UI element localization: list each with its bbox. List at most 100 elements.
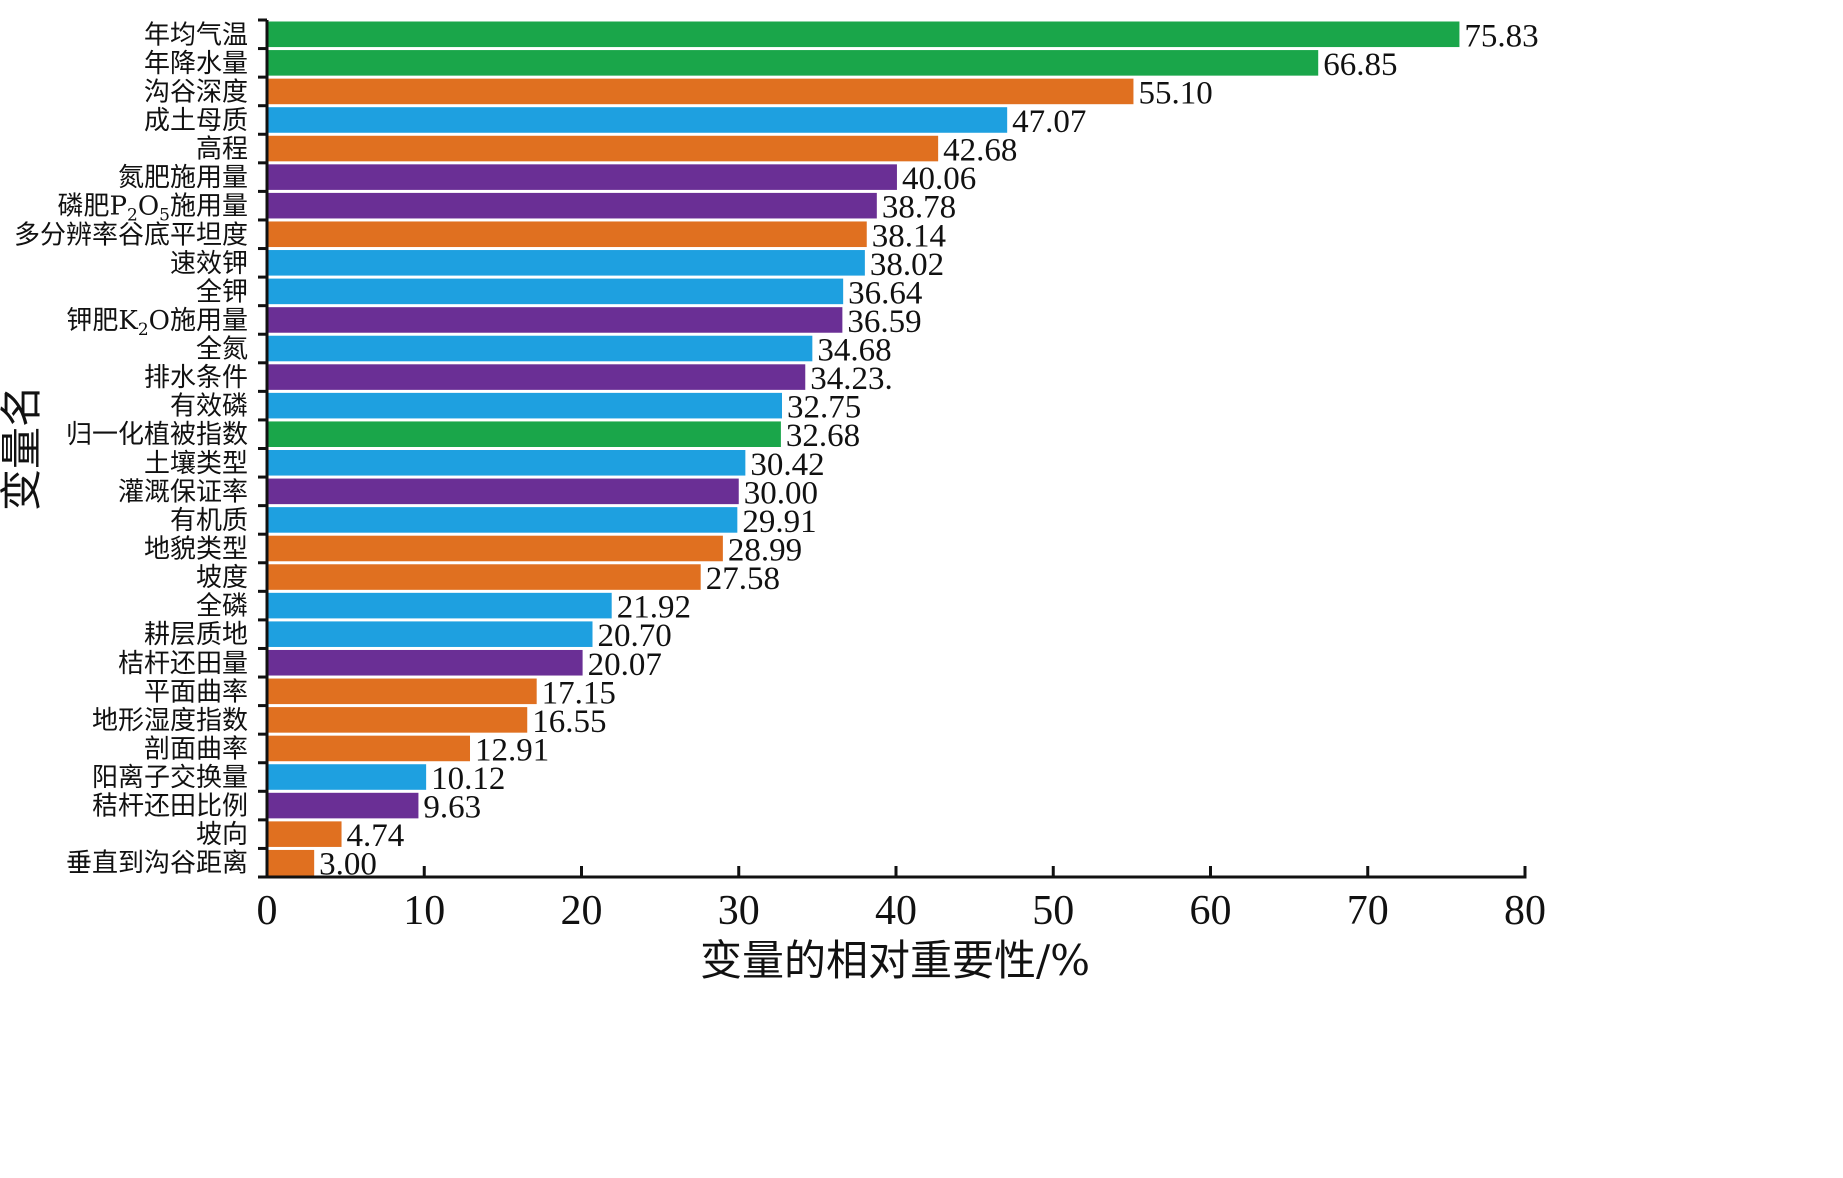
bar xyxy=(268,707,528,733)
x-tick-label: 60 xyxy=(1190,888,1232,934)
x-axis-ticks xyxy=(265,866,1527,877)
category-label: 排水条件 xyxy=(144,363,248,393)
category-label: 高程 xyxy=(196,135,248,165)
bar xyxy=(268,735,471,762)
bar xyxy=(268,450,746,476)
category-label: 地貌类型 xyxy=(144,534,248,564)
bar xyxy=(268,621,593,647)
data-label: 4.74 xyxy=(347,818,405,854)
data-label: 30.00 xyxy=(744,475,818,511)
bar xyxy=(268,364,806,390)
category-label: 桔杆还田量 xyxy=(118,649,248,679)
data-label: 16.55 xyxy=(532,704,606,740)
bar xyxy=(268,792,419,819)
value-labels: 75.83 66.85 55.10 47.0742.6840.0638.7838.14… xyxy=(319,18,1539,882)
category-label: 秸杆还田比例 xyxy=(92,792,248,822)
data-label: 40.06 xyxy=(902,161,976,197)
bar xyxy=(268,250,865,276)
bar xyxy=(268,78,1134,105)
category-label: 沟谷深度 xyxy=(144,77,248,107)
data-label: 36.59 xyxy=(847,304,921,340)
data-label: 55.10 xyxy=(1138,75,1212,111)
bar xyxy=(268,392,782,419)
category-label: 年均气温 xyxy=(144,20,248,50)
data-label: 32.68 xyxy=(786,418,860,454)
x-tick-label: 20 xyxy=(561,888,603,934)
category-labels: 年均气温年降水量沟谷深度成土母质高程氮肥施用量磷肥P2​O5​施用量多分辨率谷底… xyxy=(14,20,248,878)
category-label: 钾肥K2​O施用量 xyxy=(66,306,248,340)
category-label: 归一化植被指数 xyxy=(66,420,248,450)
x-tick-labels: 0 10 20 30 40 50 60 70 80 xyxy=(257,888,1547,934)
data-label: 75.83 xyxy=(1464,18,1538,54)
category-label: 磷肥P2​O5​施用量 xyxy=(58,192,249,226)
data-label: 38.02 xyxy=(870,247,944,283)
data-label: 17.15 xyxy=(542,675,616,711)
data-label: 32.75 xyxy=(787,390,861,426)
data-label: 42.68 xyxy=(943,133,1017,169)
category-label: 全氮 xyxy=(196,335,248,365)
bar xyxy=(268,21,1460,48)
bar xyxy=(268,592,612,619)
bar xyxy=(268,849,315,876)
x-tick-label: 0 xyxy=(257,888,278,934)
bar xyxy=(268,50,1319,76)
data-label: 66.85 xyxy=(1323,47,1397,83)
data-label: 21.92 xyxy=(617,590,691,626)
bar xyxy=(268,821,342,847)
bar xyxy=(268,164,897,190)
bar xyxy=(268,335,813,362)
category-label: 全钾 xyxy=(196,277,248,307)
x-tick-label: 30 xyxy=(718,888,760,934)
x-tick-label: 10 xyxy=(403,888,445,934)
bar xyxy=(268,107,1008,133)
category-label: 阳离子交换量 xyxy=(92,763,248,793)
bar xyxy=(268,649,583,676)
category-label: 氮肥施用量 xyxy=(118,163,248,193)
category-label: 垂直到沟谷距离 xyxy=(66,849,248,879)
category-label: 速效钾 xyxy=(170,249,248,279)
x-tick-label: 40 xyxy=(875,888,917,934)
data-label: 12.91 xyxy=(475,732,549,768)
category-label: 平面曲率 xyxy=(144,677,248,707)
x-tick-label: 70 xyxy=(1347,888,1389,934)
data-label: 38.78 xyxy=(882,190,956,226)
category-label: 有机质 xyxy=(170,506,248,536)
category-label: 成土母质 xyxy=(144,106,248,136)
y-axis-ticks xyxy=(258,18,267,879)
data-label: 47.07 xyxy=(1012,104,1086,140)
data-label: 36.64 xyxy=(848,275,922,311)
category-label: 剖面曲率 xyxy=(144,734,248,764)
bar xyxy=(268,507,738,533)
bar xyxy=(268,278,844,305)
bar xyxy=(268,678,537,705)
data-label: 38.14 xyxy=(872,218,946,254)
data-label: 9.63 xyxy=(423,790,481,826)
data-label: 29.91 xyxy=(742,504,816,540)
category-label: 土壤类型 xyxy=(144,449,248,479)
bar xyxy=(268,192,877,219)
bar xyxy=(268,421,781,447)
bars-group xyxy=(268,21,1460,876)
data-label: 34.23. xyxy=(810,361,893,397)
data-label: 28.99 xyxy=(728,532,802,568)
x-tick-label: 80 xyxy=(1504,888,1546,934)
data-label: 20.07 xyxy=(588,647,662,683)
bar xyxy=(268,535,723,562)
x-tick-label: 50 xyxy=(1032,888,1074,934)
category-label: 年降水量 xyxy=(144,49,248,79)
x-axis-title: 变量的相对重要性/% xyxy=(700,936,1090,985)
bar xyxy=(268,135,939,162)
category-label: 地形湿度指数 xyxy=(92,706,248,736)
data-label: 34.68 xyxy=(817,333,891,369)
category-label: 有效磷 xyxy=(170,392,248,422)
category-label: 多分辨率谷底平坦度 xyxy=(14,220,248,250)
data-label: 20.70 xyxy=(598,618,672,654)
data-label: 27.58 xyxy=(706,561,780,597)
bar xyxy=(268,221,867,248)
category-label: 耕层质地 xyxy=(144,620,248,650)
data-label: 10.12 xyxy=(431,761,505,797)
category-label: 坡度 xyxy=(196,563,248,593)
bar xyxy=(268,764,427,790)
category-label: 全磷 xyxy=(196,592,248,622)
